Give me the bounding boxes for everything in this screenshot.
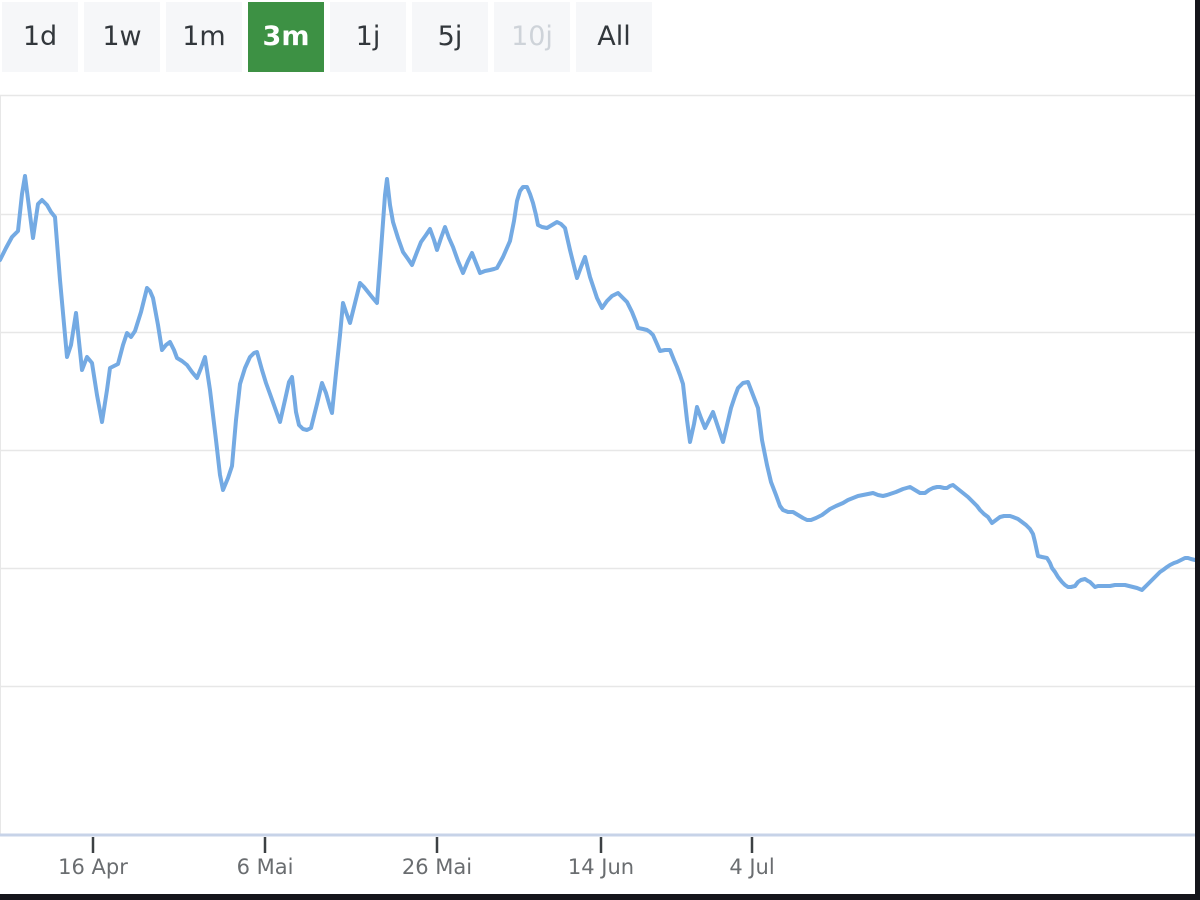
range-button-3m[interactable]: 3m — [248, 2, 324, 72]
range-button-1j[interactable]: 1j — [330, 2, 406, 72]
range-button-1w[interactable]: 1w — [84, 2, 160, 72]
window-edge-right — [1195, 0, 1200, 900]
range-button-1d[interactable]: 1d — [2, 2, 78, 72]
range-button-all[interactable]: All — [576, 2, 652, 72]
x-axis-label: 26 Mai — [402, 855, 472, 879]
x-axis-label: 14 Jun — [568, 855, 634, 879]
x-axis-label: 6 Mai — [237, 855, 294, 879]
range-toolbar: 1d 1w 1m 3m 1j 5j 10j All — [2, 2, 652, 72]
range-button-1m[interactable]: 1m — [166, 2, 242, 72]
window-edge-bottom — [0, 894, 1200, 900]
range-button-10j: 10j — [494, 2, 570, 72]
x-axis-label: 4 Jul — [729, 855, 774, 879]
range-button-5j[interactable]: 5j — [412, 2, 488, 72]
x-axis-label: 16 Apr — [58, 855, 128, 879]
price-line — [0, 174, 1197, 592]
